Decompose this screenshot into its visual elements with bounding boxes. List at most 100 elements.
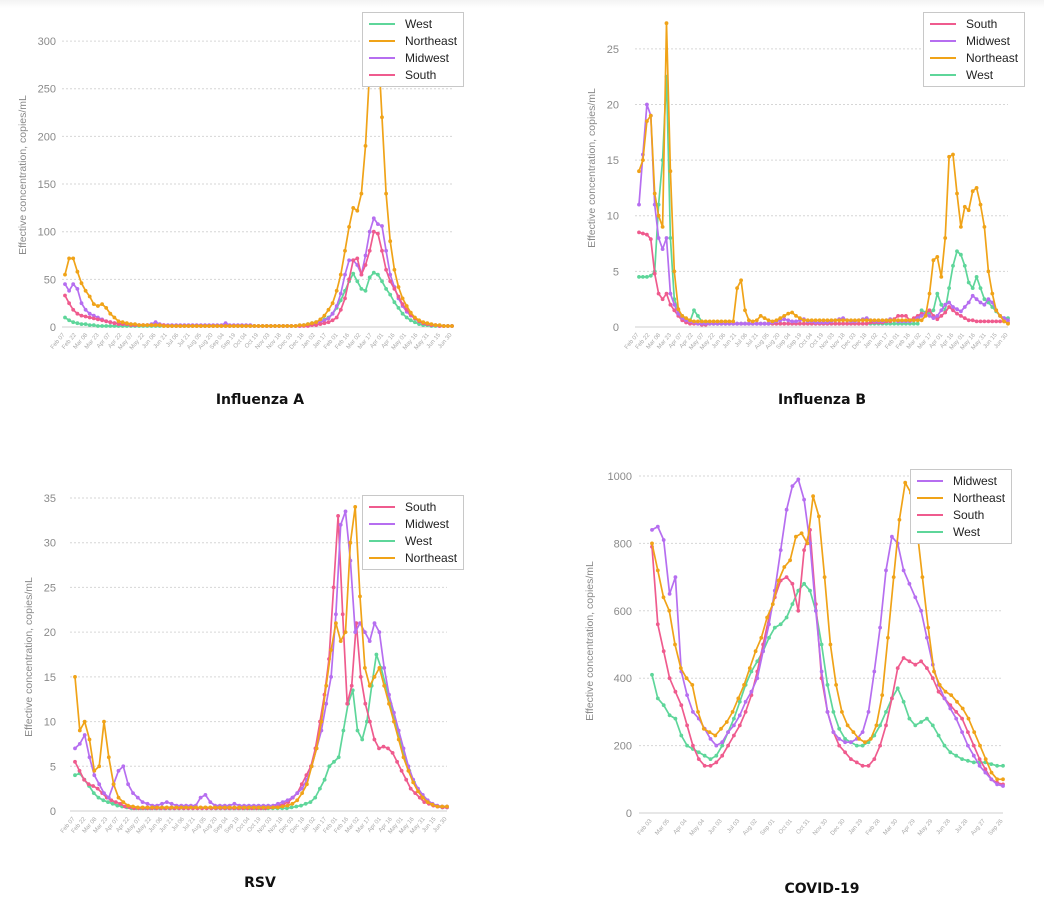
data-point-midwest (931, 316, 936, 320)
data-point-northeast (937, 683, 942, 687)
data-point-northeast (236, 324, 240, 328)
legend-item-south: South (369, 66, 457, 83)
data-point-midwest (672, 302, 677, 307)
legend-swatch-west (917, 530, 943, 533)
data-point-midwest (907, 581, 912, 586)
data-point-midwest (145, 801, 150, 806)
data-point-west (91, 323, 96, 327)
data-point-northeast (652, 191, 657, 196)
data-point-northeast (355, 208, 360, 213)
series-line-midwest (638, 103, 1009, 325)
legend-swatch-west (930, 73, 956, 76)
data-point-northeast (293, 324, 298, 328)
data-point-northeast (884, 318, 889, 323)
series-line-west (74, 653, 447, 810)
data-point-northeast (970, 189, 975, 194)
data-point-midwest (919, 314, 924, 318)
data-point-midwest (367, 229, 372, 234)
data-point-northeast (876, 318, 881, 323)
data-point-northeast (430, 802, 435, 807)
data-point-northeast (300, 791, 304, 795)
data-point-midwest (685, 693, 689, 697)
data-point-west (655, 696, 660, 701)
legend-item-west: West (369, 532, 457, 549)
data-point-northeast (240, 324, 244, 328)
y-tick-label: 5 (50, 761, 56, 773)
data-point-south (845, 321, 849, 326)
data-point-northeast (213, 805, 218, 810)
data-point-northeast (648, 113, 653, 118)
data-point-west (400, 311, 405, 316)
legend-item-northeast: Northeast (930, 49, 1018, 66)
legend-swatch-northeast (369, 556, 395, 559)
x-tick-label: May 04 (689, 818, 707, 837)
data-point-northeast (203, 805, 208, 810)
x-tick-label: Feb 03 (637, 818, 654, 837)
y-tick-label: 600 (614, 606, 632, 618)
data-point-northeast (690, 683, 695, 687)
data-point-west (96, 324, 100, 328)
data-point-south (860, 763, 865, 768)
data-point-northeast (106, 755, 111, 760)
y-tick-label: 5 (613, 266, 619, 278)
data-point-south (340, 612, 345, 617)
data-point-south (100, 318, 104, 323)
data-point-west (404, 315, 409, 320)
data-point-south (977, 757, 982, 761)
data-point-west (371, 270, 376, 275)
data-point-west (413, 320, 417, 325)
data-point-midwest (796, 477, 801, 482)
data-point-south (376, 231, 380, 236)
legend-item-midwest: Midwest (369, 515, 457, 532)
data-point-west (350, 688, 355, 693)
data-point-northeast (338, 639, 343, 643)
data-point-midwest (866, 710, 871, 714)
data-point-south (322, 321, 327, 326)
data-point-northeast (161, 324, 166, 328)
legend-label-west: West (966, 67, 994, 82)
data-point-west (637, 275, 641, 279)
data-point-west (106, 800, 110, 804)
y-tick-label: 20 (44, 627, 56, 639)
data-point-west (101, 798, 106, 803)
data-point-south (358, 675, 363, 679)
data-point-south (978, 319, 983, 324)
x-tick-label: Aug 27 (970, 818, 987, 837)
data-point-south (104, 319, 109, 324)
data-point-northeast (297, 323, 302, 327)
data-point-northeast (888, 318, 893, 323)
data-point-west (380, 279, 384, 284)
data-point-west (112, 324, 117, 328)
data-point-northeast (766, 318, 771, 323)
data-point-south (732, 733, 736, 738)
data-point-midwest (73, 746, 77, 751)
legend-swatch-west (369, 539, 395, 542)
data-point-northeast (87, 294, 92, 299)
y-tick-label: 300 (38, 36, 56, 48)
data-point-northeast (770, 602, 775, 606)
legend-swatch-midwest (369, 56, 395, 59)
data-point-south (685, 723, 689, 728)
x-tick-label: Nov 30 (812, 818, 829, 837)
legend-swatch-south (369, 505, 395, 508)
data-point-northeast (935, 255, 940, 259)
data-point-midwest (890, 534, 894, 539)
data-point-northeast (400, 296, 405, 301)
data-point-northeast (141, 323, 146, 327)
y-tick-label: 10 (44, 717, 56, 729)
data-point-northeast (218, 805, 222, 810)
data-point-midwest (392, 710, 396, 715)
data-point-south (75, 311, 80, 316)
x-tick-label: Oct 31 (796, 818, 812, 836)
data-point-west (67, 318, 71, 323)
legend-item-west: West (369, 15, 457, 32)
data-point-northeast (703, 319, 708, 324)
data-point-northeast (833, 318, 838, 323)
data-point-midwest (324, 701, 329, 706)
data-point-midwest (667, 592, 672, 596)
data-point-south (966, 730, 970, 734)
data-point-northeast (759, 635, 764, 640)
data-point-south (955, 311, 959, 316)
legend-label-northeast: Northeast (966, 50, 1019, 65)
data-point-midwest (986, 297, 991, 302)
